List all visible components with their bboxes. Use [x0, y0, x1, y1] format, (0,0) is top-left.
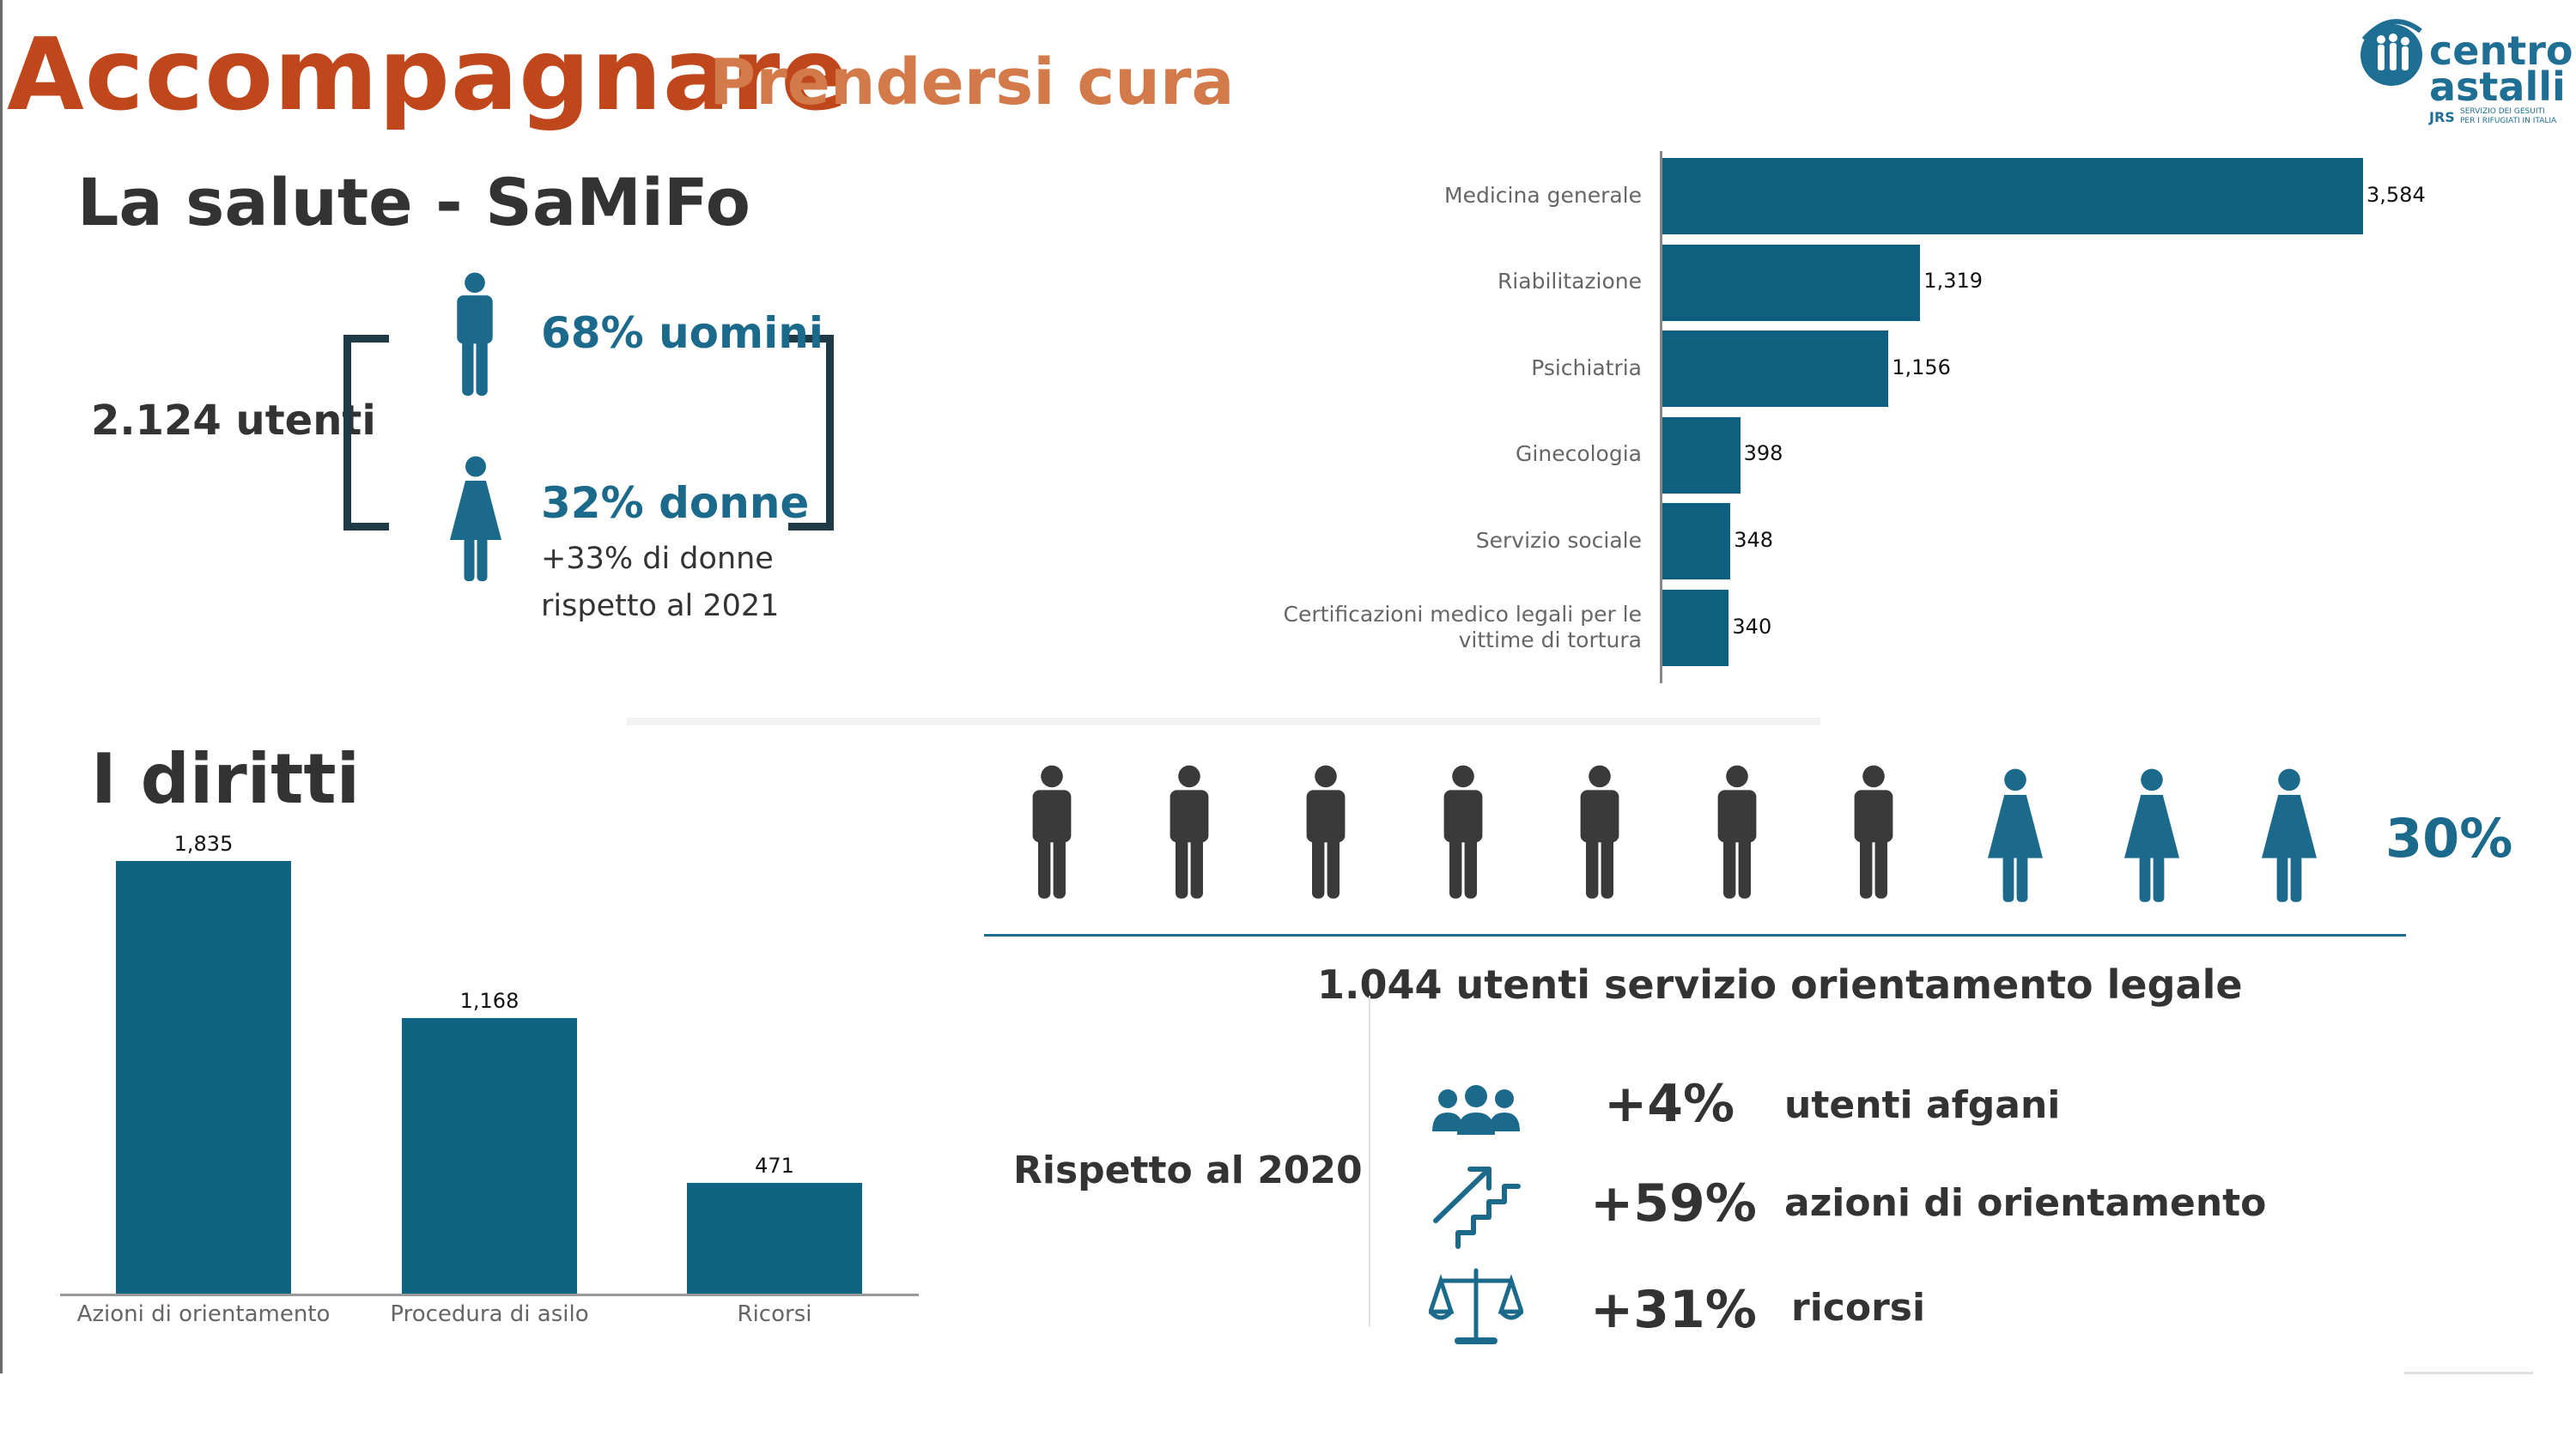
hbar-category-label: Riabilitazione — [1497, 269, 1642, 294]
hbar-category-label: Ginecologia — [1516, 441, 1642, 467]
hbar-value-label: 398 — [1743, 441, 1783, 466]
vbar-value-label: 471 — [755, 1153, 794, 1178]
male-figure-icon — [1709, 764, 1765, 901]
page-title: Accompagnare — [7, 17, 849, 133]
people-group-icon — [1429, 1073, 1523, 1150]
hbar-0 — [1662, 158, 2363, 234]
stat-value-orientation: +59% — [1590, 1173, 1757, 1234]
male-figure-icon — [1571, 764, 1628, 901]
section-divider — [627, 718, 1820, 725]
female-figure-icon — [2119, 767, 2184, 905]
hbar-3 — [1662, 416, 1741, 494]
page-subtitle: Prendersi cura — [709, 45, 1235, 119]
stats-divider — [1369, 996, 1370, 1326]
logo-tagline-2: PER I RIFUGIATI IN ITALIA — [2460, 117, 2557, 125]
male-figure-icon — [1024, 764, 1080, 901]
figures-underline — [984, 934, 2406, 937]
hbar-4 — [1662, 503, 1731, 580]
women-percentage: 32% donne — [541, 478, 810, 528]
logo-tagline-1: SERVIZIO DEI GESUITI — [2460, 107, 2545, 116]
stairs-arrow-icon — [1429, 1161, 1523, 1255]
bottom-rule — [2404, 1372, 2533, 1374]
logo-word-astalli: astalli — [2429, 64, 2566, 110]
vbar-category-label: Ricorsi — [737, 1301, 812, 1327]
stat-value-afghan: +4% — [1604, 1074, 1735, 1134]
health-users-total: 2.124 utenti — [91, 397, 376, 445]
centro-astalli-logo: centro astalli JRS SERVIZIO DEI GESUITI … — [2357, 7, 2573, 127]
women-note-line2: rispetto al 2021 — [541, 589, 780, 623]
stat-label-afghan: utenti afgani — [1784, 1083, 2061, 1127]
vbar-category-label: Azioni di orientamento — [76, 1301, 331, 1327]
health-section-title: La salute - SaMiFo — [77, 164, 750, 240]
female-figure-icon — [1983, 767, 2048, 905]
male-figure-icon — [1161, 764, 1218, 901]
hbar-category-label: Psichiatria — [1531, 355, 1642, 380]
vbar-2 — [687, 1182, 862, 1294]
hbar-2 — [1662, 330, 1889, 408]
hbar-value-label: 348 — [1734, 527, 1774, 552]
male-figure-icon — [1297, 764, 1354, 901]
male-figure-icon — [1435, 764, 1492, 901]
vbar-category-label: Procedura di asilo — [390, 1301, 589, 1327]
page-left-border — [0, 0, 3, 1373]
vbar-chart-axis — [60, 1294, 919, 1296]
vbar-value-label: 1,835 — [173, 832, 234, 856]
hbar-category-label: Medicina generale — [1444, 182, 1642, 208]
logo-jrs: JRS — [2429, 109, 2455, 125]
legal-service-title: 1.044 utenti servizio orientamento legal… — [1317, 961, 2243, 1008]
rights-section-title: I diritti — [91, 739, 361, 819]
female-figure-icon — [2257, 767, 2322, 905]
vbar-1 — [402, 1018, 577, 1294]
left-bracket — [343, 335, 389, 530]
hbar-category-label: Servizio sociale — [1475, 527, 1642, 553]
hbar-value-label: 3,584 — [2366, 182, 2426, 207]
vbar-value-label: 1,168 — [459, 989, 519, 1014]
stat-value-appeals: +31% — [1590, 1280, 1757, 1340]
stat-label-orientation: azioni di orientamento — [1784, 1181, 2267, 1225]
men-percentage: 68% uomini — [541, 308, 824, 358]
comparison-label: Rispetto al 2020 — [1013, 1149, 1363, 1192]
logo-word-centro: centro — [2429, 27, 2573, 74]
hbar-value-label: 340 — [1732, 614, 1772, 639]
hbar-chart-axis — [1660, 151, 1662, 683]
female-figure-icon — [445, 455, 507, 584]
male-figure-icon — [1845, 764, 1902, 901]
women-share-percentage: 30% — [2385, 807, 2513, 870]
scales-icon — [1429, 1264, 1523, 1349]
stat-label-appeals: ricorsi — [1791, 1286, 1926, 1330]
logo-emblem-icon — [2360, 19, 2422, 86]
hbar-5 — [1662, 590, 1729, 666]
hbar-1 — [1662, 244, 1921, 321]
women-note-line1: +33% di donne — [541, 542, 774, 576]
hbar-value-label: 1,156 — [1892, 355, 1951, 379]
male-figure-icon — [448, 271, 501, 398]
vbar-0 — [116, 861, 291, 1294]
hbar-category-label: Certificazioni medico legali per le vitt… — [1283, 601, 1642, 652]
hbar-value-label: 1,319 — [1923, 269, 1984, 294]
right-bracket — [788, 335, 834, 530]
